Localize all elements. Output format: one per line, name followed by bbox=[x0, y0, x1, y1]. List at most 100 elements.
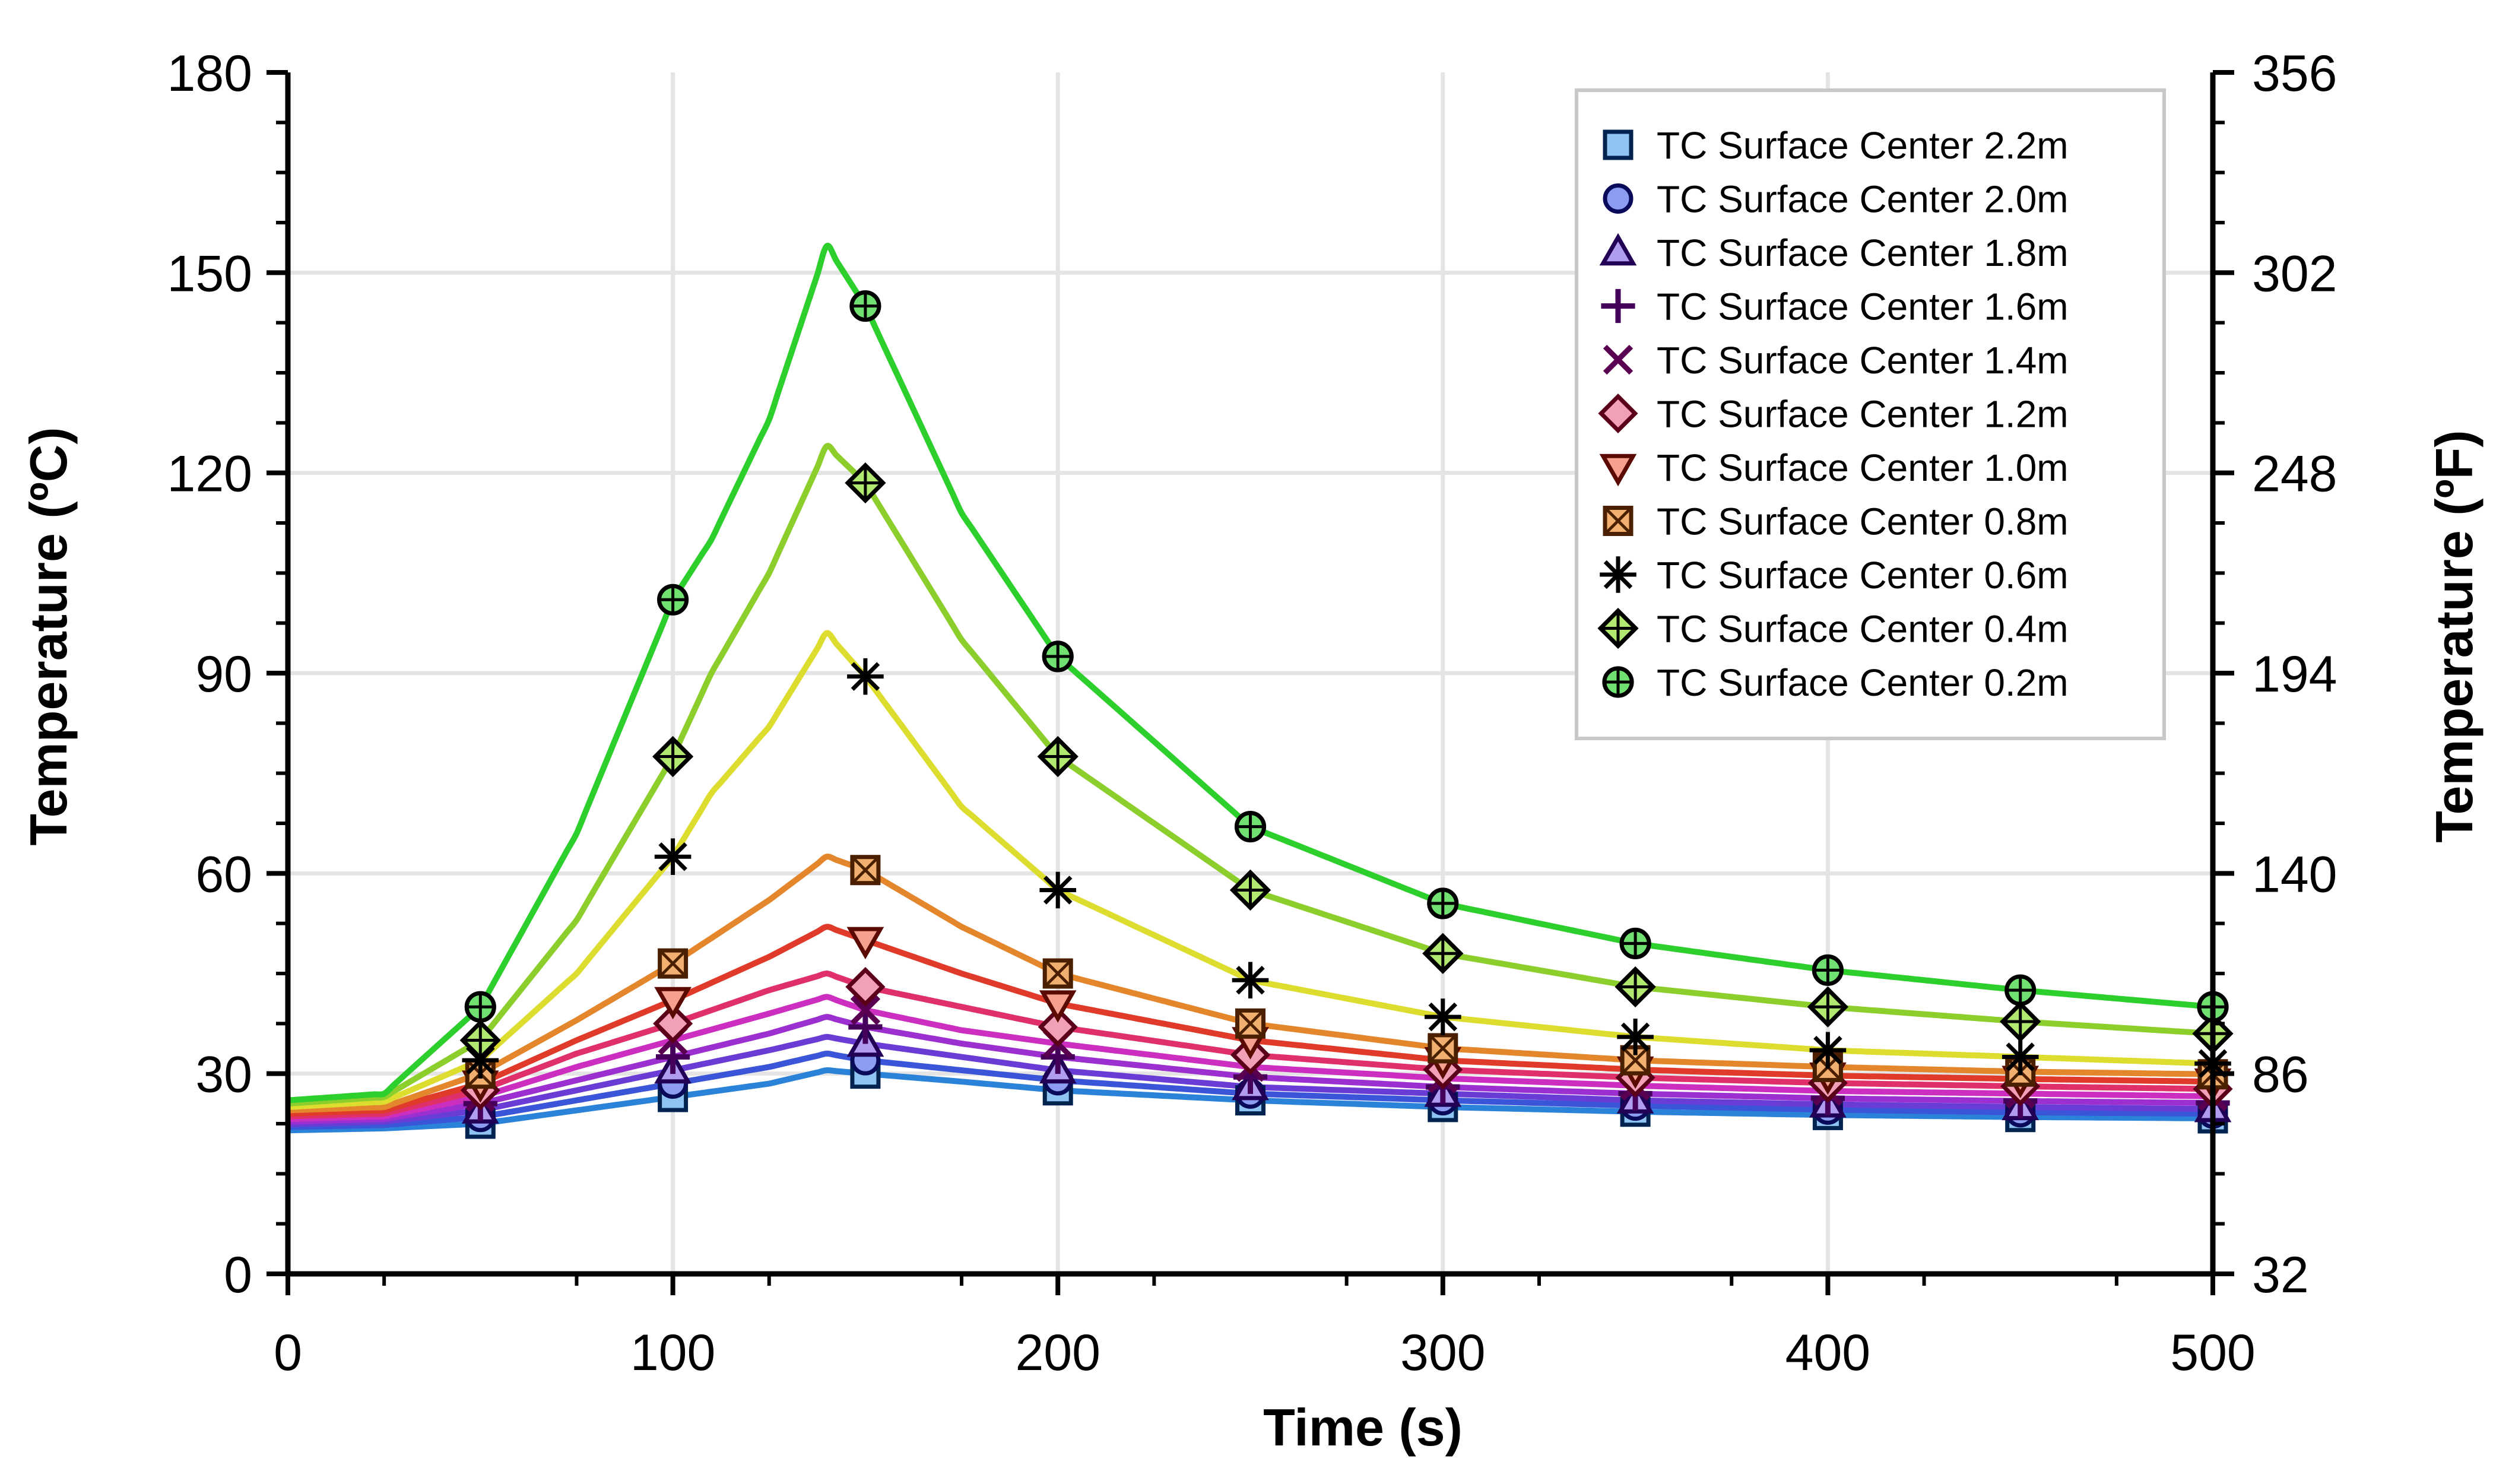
data-point bbox=[1037, 735, 1079, 778]
legend-label: TC Surface Center 1.6m bbox=[1657, 286, 2069, 328]
legend-entry: TC Surface Center 0.8m bbox=[1603, 500, 2069, 543]
marker-shape bbox=[1038, 1007, 1078, 1047]
marker-shape bbox=[1598, 393, 1638, 434]
legend-label: TC Surface Center 1.8m bbox=[1657, 232, 2069, 274]
data-point bbox=[845, 966, 886, 1007]
data-point bbox=[1428, 1033, 1458, 1064]
legend-marker bbox=[1603, 183, 1634, 214]
legend-entry: TC Surface Center 2.2m bbox=[1603, 124, 2069, 167]
legend-entry: TC Surface Center 1.6m bbox=[1601, 286, 2069, 328]
marker-stroke bbox=[1236, 965, 1265, 995]
legend-label: TC Surface Center 2.0m bbox=[1657, 178, 2069, 221]
marker-stroke bbox=[1428, 1002, 1458, 1032]
legend-marker bbox=[1603, 506, 1634, 536]
data-point bbox=[847, 658, 884, 695]
marker-stroke bbox=[1236, 1009, 1265, 1038]
data-point bbox=[656, 1039, 690, 1074]
data-point bbox=[657, 584, 689, 616]
marker-stroke bbox=[850, 995, 881, 1026]
data-point bbox=[850, 855, 881, 886]
x-axis-title: Time (s) bbox=[1263, 1398, 1463, 1457]
legend-entry: TC Surface Center 1.8m bbox=[1599, 232, 2069, 274]
x-tick-label: 0 bbox=[274, 1324, 302, 1381]
legend-entry: TC Surface Center 0.6m bbox=[1600, 554, 2069, 597]
data-point bbox=[1234, 811, 1267, 843]
y2-tick-label: 32 bbox=[2252, 1247, 2309, 1304]
legend-marker bbox=[1601, 288, 1635, 324]
marker-stroke bbox=[2006, 1042, 2035, 1071]
marker-stroke bbox=[1043, 876, 1073, 905]
data-point bbox=[1039, 871, 1076, 909]
data-point bbox=[1235, 1008, 1265, 1039]
legend-marker bbox=[1603, 344, 1634, 375]
x-tick-label: 400 bbox=[1785, 1324, 1871, 1381]
legend-label: TC Surface Center 1.4m bbox=[1657, 339, 2069, 382]
y-tick-label: 90 bbox=[195, 646, 252, 703]
y2-tick-label: 248 bbox=[2252, 446, 2337, 503]
y-axis-title: Temperature (ºC) bbox=[19, 427, 78, 845]
data-point bbox=[1232, 962, 1269, 999]
legend-label: TC Surface Center 1.2m bbox=[1657, 393, 2069, 436]
data-point bbox=[1042, 958, 1073, 989]
y-tick-label: 30 bbox=[195, 1047, 252, 1104]
legend-marker bbox=[1603, 129, 1634, 160]
marker-stroke bbox=[851, 662, 880, 691]
data-point bbox=[652, 735, 694, 778]
marker-shape bbox=[1599, 233, 1637, 266]
data-point bbox=[846, 927, 884, 960]
data-point bbox=[459, 1019, 501, 1061]
data-point bbox=[658, 948, 689, 979]
legend-label: TC Surface Center 0.8m bbox=[1657, 500, 2069, 543]
marker-stroke bbox=[1603, 560, 1633, 589]
data-point bbox=[1422, 933, 1464, 974]
data-point bbox=[1042, 640, 1074, 673]
legend-marker bbox=[1602, 666, 1634, 698]
x-tick-label: 500 bbox=[2170, 1324, 2256, 1381]
y2-tick-label: 356 bbox=[2252, 45, 2337, 102]
data-point bbox=[654, 987, 692, 1020]
legend-entry: TC Surface Center 0.2m bbox=[1602, 661, 2069, 704]
data-point bbox=[1812, 954, 1844, 986]
legend-marker bbox=[1600, 556, 1636, 593]
legend-entry: TC Surface Center 1.0m bbox=[1599, 446, 2069, 489]
marker-shape bbox=[1603, 183, 1634, 214]
data-point bbox=[1617, 1019, 1654, 1055]
data-point bbox=[1807, 986, 1849, 1028]
data-point bbox=[1038, 1007, 1078, 1047]
data-point bbox=[1229, 869, 1271, 911]
legend-entry: TC Surface Center 1.4m bbox=[1603, 339, 2069, 382]
marker-stroke bbox=[1813, 1036, 1842, 1065]
marker-shape bbox=[846, 927, 884, 960]
marker-shape bbox=[845, 966, 886, 1007]
marker-stroke bbox=[1620, 1022, 1650, 1052]
legend-entry: TC Surface Center 2.0m bbox=[1603, 178, 2069, 221]
data-point bbox=[849, 290, 881, 322]
legend-label: TC Surface Center 0.4m bbox=[1657, 608, 2069, 651]
data-point bbox=[1615, 966, 1656, 1008]
y2-tick-label: 194 bbox=[2252, 646, 2337, 703]
data-point bbox=[850, 995, 881, 1026]
x-tick-label: 200 bbox=[1015, 1324, 1100, 1381]
legend-entry: TC Surface Center 1.2m bbox=[1598, 393, 2069, 436]
data-point bbox=[1619, 927, 1651, 960]
legend-label: TC Surface Center 1.0m bbox=[1657, 446, 2069, 489]
y-tick-label: 180 bbox=[167, 45, 253, 102]
marker-shape bbox=[653, 1003, 693, 1044]
data-point bbox=[2000, 1001, 2041, 1042]
data-point bbox=[1427, 887, 1459, 919]
data-point bbox=[2002, 1038, 2039, 1076]
marker-stroke bbox=[658, 842, 687, 871]
marker-stroke bbox=[1043, 959, 1072, 988]
data-point bbox=[653, 1003, 693, 1044]
data-point bbox=[2004, 974, 2037, 1006]
marker-stroke bbox=[1604, 506, 1632, 535]
legend-marker bbox=[1599, 233, 1637, 266]
x-tick-label: 300 bbox=[1400, 1324, 1486, 1381]
axes bbox=[267, 70, 2234, 1295]
legend-entry: TC Surface Center 0.4m bbox=[1597, 608, 2069, 651]
data-point bbox=[848, 1010, 883, 1044]
y2-tick-label: 140 bbox=[2252, 846, 2337, 903]
legend-label: TC Surface Center 2.2m bbox=[1657, 124, 2069, 167]
legend-label: TC Surface Center 0.2m bbox=[1657, 661, 2069, 704]
